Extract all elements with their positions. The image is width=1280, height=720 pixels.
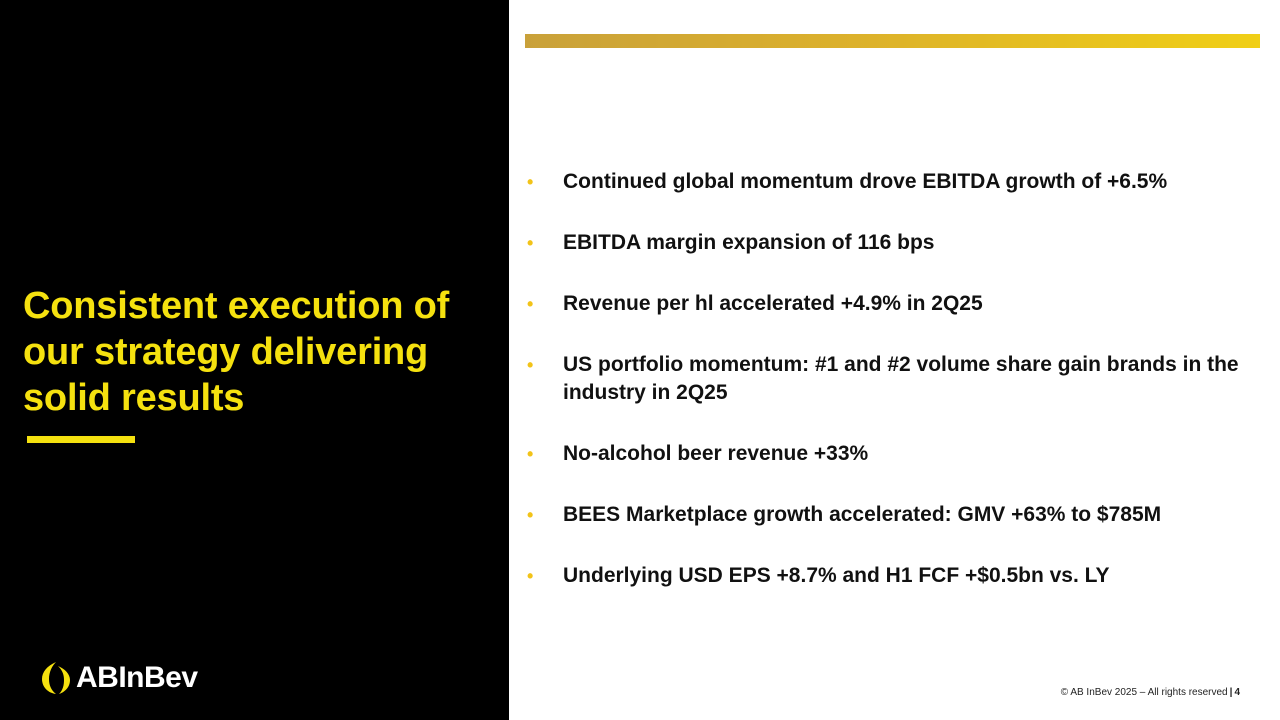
list-item: • BEES Marketplace growth accelerated: G… [525, 501, 1255, 529]
bullet-icon: • [527, 172, 534, 192]
bullet-text: BEES Marketplace growth accelerated: GMV… [563, 503, 1162, 526]
bullet-text: No-alcohol beer revenue +33% [563, 442, 869, 465]
list-item: • US portfolio momentum: #1 and #2 volum… [525, 351, 1255, 407]
list-item: • Continued global momentum drove EBITDA… [525, 168, 1255, 196]
bullet-icon: • [527, 566, 534, 586]
footer-separator: | [1229, 687, 1233, 698]
bullet-icon: • [527, 233, 534, 253]
copyright-text: © AB InBev 2025 – All rights reserved [1060, 687, 1228, 698]
company-logo: ABInBev [40, 660, 198, 696]
headline-underline [27, 436, 135, 443]
bullet-icon: • [527, 355, 534, 375]
list-item: • Underlying USD EPS +8.7% and H1 FCF +$… [525, 562, 1255, 590]
slide-headline: Consistent execution of our strategy del… [23, 285, 450, 419]
slide-footer: © AB InBev 2025 – All rights reserved | 4 [1061, 687, 1240, 698]
bullet-text: Underlying USD EPS +8.7% and H1 FCF +$0.… [563, 564, 1110, 587]
left-panel: Consistent execution of our strategy del… [0, 0, 509, 720]
abinbev-logo-icon [42, 662, 70, 694]
list-item: • Revenue per hl accelerated +4.9% in 2Q… [525, 290, 1255, 318]
bullet-text: Continued global momentum drove EBITDA g… [563, 170, 1168, 193]
logo-text: ABInBev [76, 661, 198, 694]
bullet-text: US portfolio momentum: #1 and #2 volume … [563, 353, 1239, 404]
bullet-text: EBITDA margin expansion of 116 bps [563, 231, 935, 254]
bullet-icon: • [527, 505, 534, 525]
bullet-text: Revenue per hl accelerated +4.9% in 2Q25 [563, 292, 983, 315]
gold-header-bar [525, 34, 1260, 48]
list-item: • EBITDA margin expansion of 116 bps [525, 229, 1255, 257]
bullet-icon: • [527, 444, 534, 464]
bullet-list: • Continued global momentum drove EBITDA… [525, 168, 1255, 623]
page-number: 4 [1234, 687, 1240, 698]
bullet-icon: • [527, 294, 534, 314]
list-item: • No-alcohol beer revenue +33% [525, 440, 1255, 468]
